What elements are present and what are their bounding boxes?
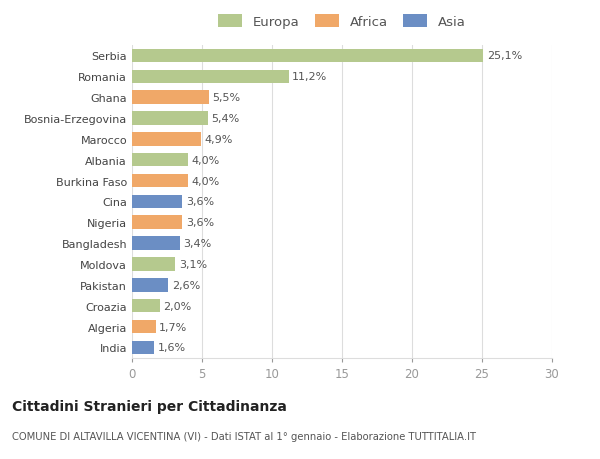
Bar — [132, 195, 182, 209]
Text: 1,7%: 1,7% — [160, 322, 188, 332]
Text: 4,0%: 4,0% — [191, 155, 220, 165]
Text: 3,6%: 3,6% — [186, 218, 214, 228]
Bar — [132, 216, 182, 230]
Text: 4,9%: 4,9% — [204, 134, 232, 145]
Bar — [132, 174, 188, 188]
Legend: Europa, Africa, Asia: Europa, Africa, Asia — [214, 11, 470, 33]
Text: COMUNE DI ALTAVILLA VICENTINA (VI) - Dati ISTAT al 1° gennaio - Elaborazione TUT: COMUNE DI ALTAVILLA VICENTINA (VI) - Dat… — [12, 431, 476, 442]
Text: 3,4%: 3,4% — [183, 239, 211, 249]
Bar — [132, 91, 209, 105]
Bar — [132, 112, 208, 125]
Bar — [132, 299, 160, 313]
Text: 4,0%: 4,0% — [191, 176, 220, 186]
Bar — [132, 50, 484, 63]
Bar — [132, 279, 169, 292]
Text: 2,0%: 2,0% — [163, 301, 192, 311]
Text: 11,2%: 11,2% — [292, 72, 328, 82]
Text: 3,1%: 3,1% — [179, 259, 207, 269]
Bar — [132, 237, 179, 250]
Text: Cittadini Stranieri per Cittadinanza: Cittadini Stranieri per Cittadinanza — [12, 399, 287, 413]
Bar — [132, 341, 154, 354]
Bar — [132, 320, 156, 334]
Text: 25,1%: 25,1% — [487, 51, 522, 62]
Bar — [132, 257, 175, 271]
Text: 5,5%: 5,5% — [212, 93, 241, 103]
Text: 3,6%: 3,6% — [186, 197, 214, 207]
Text: 5,4%: 5,4% — [211, 114, 239, 124]
Text: 1,6%: 1,6% — [158, 342, 186, 353]
Text: 2,6%: 2,6% — [172, 280, 200, 290]
Bar — [132, 154, 188, 167]
Bar — [132, 70, 289, 84]
Bar — [132, 133, 200, 146]
